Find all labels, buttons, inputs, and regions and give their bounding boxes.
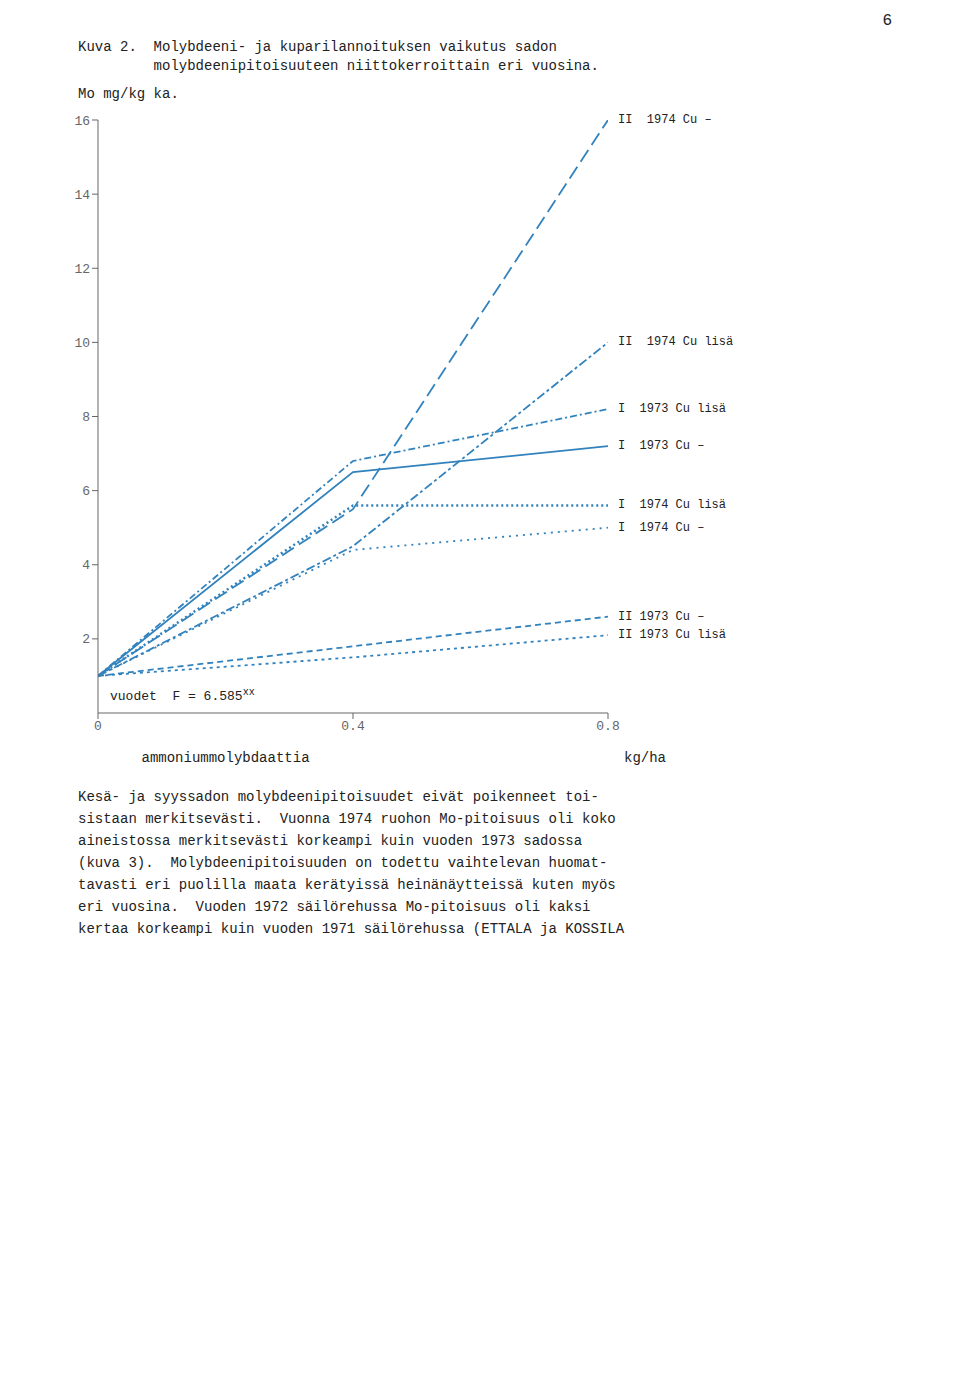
svg-text:0.4: 0.4	[341, 719, 365, 734]
html-text:sistaan merkitsevästi. Vuonna: sistaan merkitsevästi. Vuonna 1974 ruoho…	[78, 811, 616, 827]
html-text:Mo mg/kg ka.: Mo mg/kg ka.	[78, 86, 179, 102]
svg-text:II 1973 Cu lisä: II 1973 Cu lisä	[618, 628, 726, 642]
svg-text:II 1973 Cu –: II 1973 Cu –	[618, 610, 704, 624]
svg-text:2: 2	[82, 632, 90, 647]
svg-text:I 1973 Cu –: I 1973 Cu –	[618, 439, 704, 453]
svg-text:8: 8	[82, 410, 90, 425]
svg-text:II 1974 Cu –: II 1974 Cu –	[618, 113, 712, 127]
svg-text:10: 10	[74, 336, 90, 351]
html-text:kertaa korkeampi kuin vuoden 1: kertaa korkeampi kuin vuoden 1971 säilör…	[78, 921, 625, 937]
svg-text:6: 6	[82, 484, 90, 499]
html-text:ammoniummolybdaattia: ammoniummolybdaattia	[141, 750, 310, 766]
svg-text:I 1974 Cu lisä: I 1974 Cu lisä	[618, 498, 726, 512]
html-text:Kesä- ja syyssadon molybdeenip: Kesä- ja syyssadon molybdeenipitoisuudet…	[78, 789, 599, 805]
svg-text:12: 12	[74, 262, 90, 277]
svg-text:II 1974 Cu lisä: II 1974 Cu lisä	[618, 335, 733, 349]
svg-text:14: 14	[74, 188, 90, 203]
html-text:molybdeenipitoisuuteen niittok: molybdeenipitoisuuteen niittokerroittain…	[78, 58, 599, 74]
html-text:(kuva 3). Molybdeenipitoisuude: (kuva 3). Molybdeenipitoisuuden on todet…	[78, 855, 608, 871]
html-text:tavasti eri puolilla maata ker: tavasti eri puolilla maata kerätyissä he…	[78, 877, 616, 893]
html-text:vuodet F = 6.585xx: vuodet F = 6.585xx	[110, 687, 255, 705]
html-text:Kuva 2. Molybdeeni- ja kuparil: Kuva 2. Molybdeeni- ja kuparilannoitukse…	[78, 39, 557, 55]
html-text:6: 6	[882, 12, 892, 30]
svg-text:4: 4	[82, 558, 90, 573]
svg-text:I 1973 Cu lisä: I 1973 Cu lisä	[618, 402, 726, 416]
svg-text:0.8: 0.8	[596, 719, 619, 734]
svg-text:I 1974 Cu –: I 1974 Cu –	[618, 521, 704, 535]
svg-text:16: 16	[74, 114, 90, 129]
html-text:eri vuosina. Vuoden 1972 säilö: eri vuosina. Vuoden 1972 säilörehussa Mo…	[78, 899, 591, 915]
html-text:aineistossa merkitsevästi kork: aineistossa merkitsevästi korkeampi kuin…	[78, 833, 583, 849]
svg-text:0: 0	[94, 719, 102, 734]
html-text:kg/ha: kg/ha	[624, 750, 666, 766]
